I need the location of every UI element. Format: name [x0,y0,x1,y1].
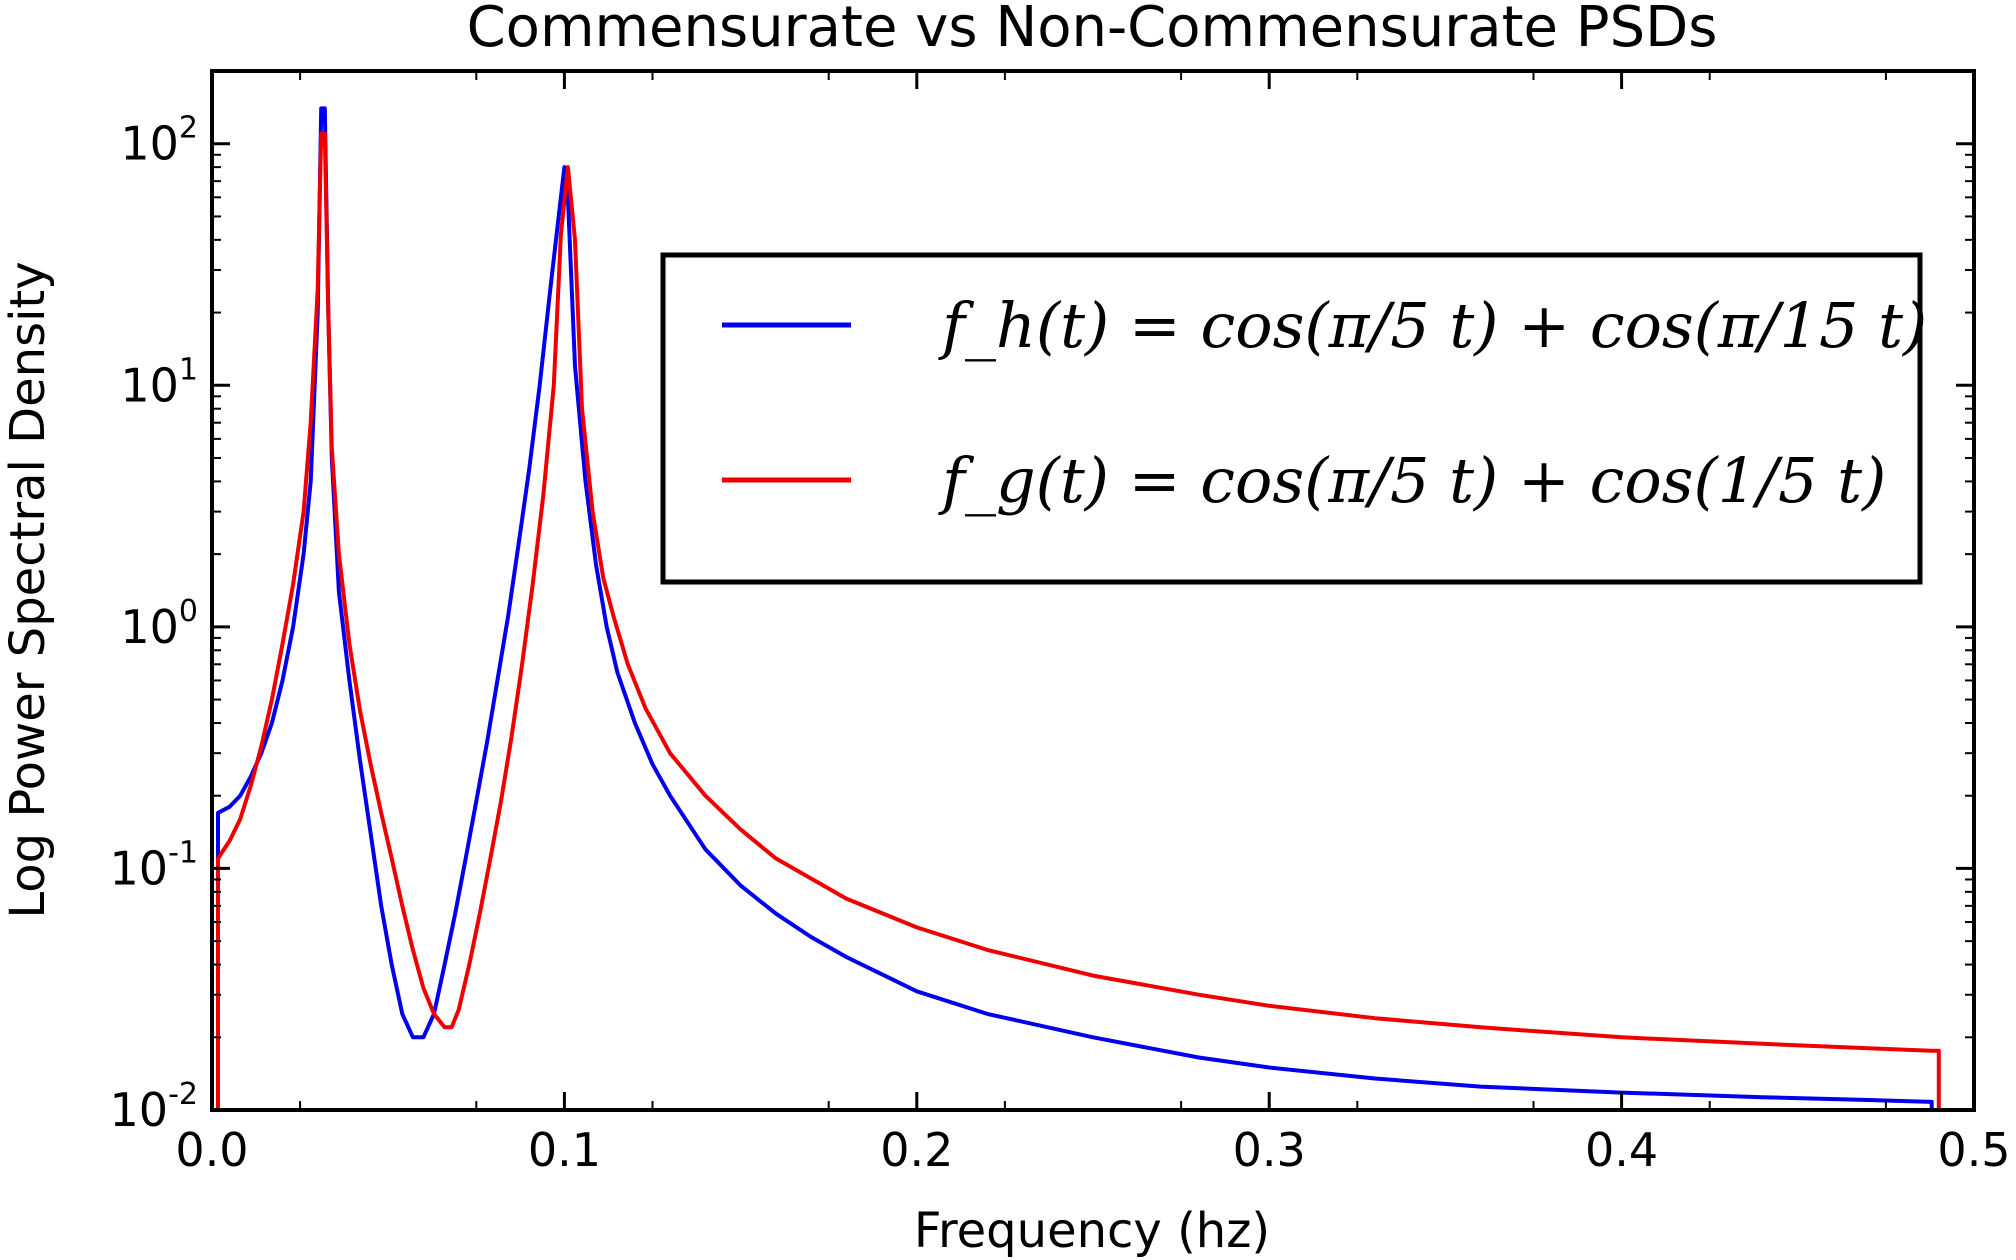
legend-label-series-2: f_g(t) = cos(π/5 t) + cos(1/5 t) [938,444,1886,517]
legend-frame [660,252,1923,585]
y-tick-label: 10-2 [110,1077,198,1137]
y-axis: 10-2 10-1 100 101 102 [110,70,1974,1137]
plot-area-frame [210,69,1976,1112]
x-tick-label: 0.3 [1233,1123,1306,1177]
x-tick-label: 0.4 [1585,1123,1658,1177]
series-line-2 [216,131,1941,1110]
y-tick-label: 102 [120,111,198,171]
y-tick-label: 10-1 [110,835,198,895]
x-tick-label: 0.5 [1937,1123,2010,1177]
y-axis-label: Log Power Spectral Density [0,261,56,918]
x-axis-label: Frequency (hz) [914,1203,1270,1259]
chart-title: Commensurate vs Non-Commensurate PSDs [467,0,1718,60]
x-tick-label: 0.2 [880,1123,953,1177]
legend: f_h(t) = cos(π/5 t) + cos(π/15 t) f_g(t)… [660,252,1927,585]
legend-label-series-1: f_h(t) = cos(π/5 t) + cos(π/15 t) [938,289,1927,362]
x-tick-label: 0.0 [175,1123,248,1177]
y-tick-label: 100 [120,594,198,654]
x-axis: 0.0 0.1 0.2 0.3 0.4 0.5 [175,71,2011,1177]
x-tick-label: 0.1 [528,1123,601,1177]
y-tick-label: 101 [120,352,198,412]
